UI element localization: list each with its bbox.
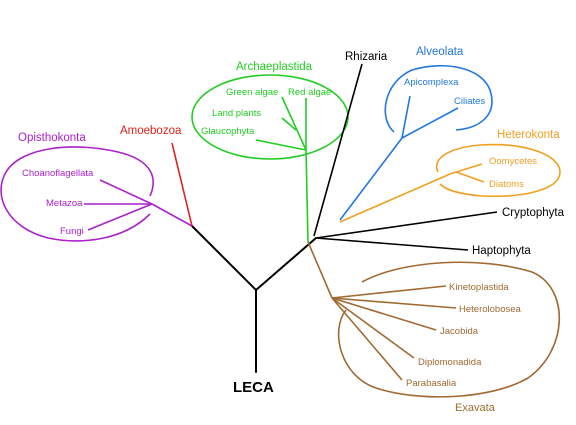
apicomplexa-branch xyxy=(401,95,411,139)
alveolata-stem xyxy=(339,137,403,221)
archaeplastida-label: Archaeplastida xyxy=(236,61,313,73)
diatoms-label: Diatoms xyxy=(489,179,524,190)
diatoms-branch xyxy=(455,171,485,183)
ciliates-branch xyxy=(401,107,459,139)
cryptophyta-label: Cryptophyta xyxy=(502,207,565,219)
heterokonta-clade xyxy=(339,143,561,223)
right-branch xyxy=(255,237,317,291)
archaeplastida-clade xyxy=(191,74,349,243)
land-plants-label: Land plants xyxy=(212,108,261,119)
archaeplastida-stem xyxy=(305,149,309,243)
cryptophyta-branch xyxy=(315,211,498,239)
exavata-ellipse xyxy=(337,261,561,398)
metazoa-label: Metazoa xyxy=(46,198,83,209)
oomycetes-label: Oomycetes xyxy=(489,156,537,167)
opisthokonta-ellipse xyxy=(0,146,154,242)
amoebozoa-label: Amoebozoa xyxy=(120,125,182,137)
haptophyta-branch xyxy=(315,237,469,251)
opisthokonta-stem xyxy=(151,203,193,227)
glaucophyta-label: Glaucophyta xyxy=(201,126,255,137)
heterokonta-label: Heterokonta xyxy=(497,129,560,141)
alveolata-label: Alveolata xyxy=(416,46,464,58)
left-branch xyxy=(191,225,257,291)
apicomplexa-label: Apicomplexa xyxy=(404,77,459,88)
exavata-label: Exavata xyxy=(455,402,496,414)
choanoflagellata-branch xyxy=(99,179,153,205)
jacobida-label: Jacobida xyxy=(440,326,479,337)
heterolobosea-branch xyxy=(331,297,457,309)
fungi-branch xyxy=(87,203,153,231)
opisthokonta-label: Opisthokonta xyxy=(18,132,86,144)
heterokonta-ellipse xyxy=(435,143,561,198)
fungi-label: Fungi xyxy=(60,226,84,237)
haptophyta-label: Haptophyta xyxy=(472,245,531,257)
kinetoplastida-branch xyxy=(331,285,447,299)
land-plants-branch xyxy=(281,117,297,131)
heterolobosea-label: Heterolobosea xyxy=(459,304,522,315)
heterokonta-stem xyxy=(339,173,451,223)
diplomonadida-label: Diplomonadida xyxy=(418,357,482,368)
exavata-clade xyxy=(307,241,561,398)
red-algae-label: Red algae xyxy=(288,87,331,98)
parabasalia-branch xyxy=(331,297,403,381)
oomycetes-branch xyxy=(449,163,483,175)
alveolata-ellipse xyxy=(384,64,493,133)
exavata-stem xyxy=(307,241,333,299)
jacobida-branch xyxy=(331,297,437,331)
green-algae-branch xyxy=(281,96,307,151)
choanoflagellata-label: Choanoflagellata xyxy=(22,168,94,179)
ciliates-label: Ciliates xyxy=(454,96,485,107)
parabasalia-label: Parabasalia xyxy=(406,378,457,389)
glaucophyta-branch xyxy=(255,139,307,151)
diplomonadida-branch xyxy=(331,297,415,359)
alveolata-clade xyxy=(339,64,493,221)
kinetoplastida-label: Kinetoplastida xyxy=(449,282,509,293)
backbone-branches xyxy=(191,225,317,373)
root-label: LECA xyxy=(233,379,274,396)
opisthokonta-clade xyxy=(0,146,193,242)
green-algae-label: Green algae xyxy=(226,87,278,98)
amoebozoa-branch xyxy=(171,142,193,227)
rhizaria-label: Rhizaria xyxy=(345,51,388,63)
rhizaria-branch xyxy=(313,63,363,237)
